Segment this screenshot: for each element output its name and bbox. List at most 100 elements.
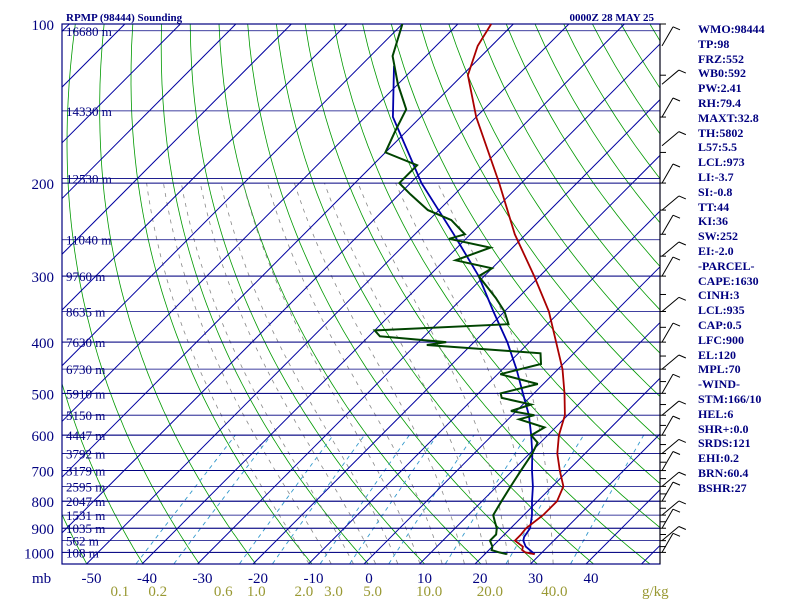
temperature-tick-label: -40 xyxy=(137,571,157,587)
isotherm xyxy=(61,23,459,422)
mixing-ratio-line xyxy=(445,434,528,564)
wind-barb-feather xyxy=(678,296,687,301)
height-label: 1531 m xyxy=(66,508,105,523)
moist-adiabat xyxy=(220,183,399,564)
index-item: L57:5.5 xyxy=(698,140,737,155)
isotherm xyxy=(585,489,661,565)
moist-adiabat xyxy=(180,183,354,564)
mixing-ratio-line xyxy=(319,434,410,564)
index-item: -PARCEL- xyxy=(698,258,755,273)
dry-adiabat xyxy=(505,24,660,268)
dry-adiabat xyxy=(362,24,660,485)
moist-adiabat xyxy=(242,182,421,564)
wind-barb-feather xyxy=(672,415,681,420)
isotherm xyxy=(308,210,661,565)
wind-barb-feather xyxy=(678,354,687,359)
pressure-tick-label: 300 xyxy=(32,270,55,286)
index-item: EL:120 xyxy=(698,347,737,362)
dry-adiabat xyxy=(130,24,313,564)
dry-adiabat xyxy=(448,24,660,354)
mixing-ratio-label: 3.0 xyxy=(324,584,343,600)
index-item: FRZ:552 xyxy=(698,51,744,66)
wind-barb-feather xyxy=(678,131,687,136)
index-item: LFC:900 xyxy=(698,332,744,347)
pressure-tick-label: 1000 xyxy=(24,546,54,562)
index-item: EHI:0.2 xyxy=(698,451,740,466)
wind-barb xyxy=(661,256,674,277)
moist-adiabat xyxy=(324,182,487,564)
temperature-tick-label: -30 xyxy=(193,571,213,587)
wind-barb xyxy=(661,415,674,436)
isotherm xyxy=(419,322,661,565)
mixing-ratio-line xyxy=(349,434,438,564)
pressure-tick-label: 400 xyxy=(32,336,55,352)
isotherm xyxy=(61,23,126,88)
parcel-trace-line xyxy=(391,65,536,555)
dry-adiabat xyxy=(333,24,660,529)
wind-barb-feather xyxy=(678,526,687,530)
index-item: TP:98 xyxy=(698,36,730,51)
temperature-line xyxy=(466,23,566,556)
wind-barb xyxy=(661,500,680,516)
temperature-tick-label: 40 xyxy=(584,571,599,587)
height-label: 6730 m xyxy=(66,362,105,377)
isotherm xyxy=(61,23,181,144)
pressure-tick-label: 200 xyxy=(32,177,55,193)
index-item: CINH:3 xyxy=(698,288,740,303)
temperature-tick-label: -10 xyxy=(304,571,324,587)
dry-adiabat xyxy=(304,24,651,564)
wind-barb-feather xyxy=(678,400,687,405)
isotherm xyxy=(641,545,661,565)
mixing-ratio-label: 40.0 xyxy=(541,584,567,600)
index-item: BSHR:27 xyxy=(698,480,747,495)
wind-barb xyxy=(661,26,674,47)
isotherm xyxy=(530,433,661,565)
wind-barb xyxy=(661,533,674,553)
mixing-ratio-label: 2.0 xyxy=(295,584,314,600)
dry-adiabat xyxy=(189,24,426,564)
height-label: 562 m xyxy=(66,534,99,549)
wind-barb-feather xyxy=(672,322,681,327)
height-label: 5910 m xyxy=(66,386,105,401)
isotherm xyxy=(61,23,70,32)
temperature-tick-label: 20 xyxy=(473,571,488,587)
wind-barb xyxy=(661,481,674,502)
index-item: EI:-2.0 xyxy=(698,243,734,258)
height-label: 5150 m xyxy=(66,408,105,423)
moist-adiabat xyxy=(437,182,554,564)
isotherm xyxy=(474,377,661,565)
dry-adiabat xyxy=(419,24,660,398)
moist-adiabat xyxy=(163,183,332,564)
index-item: WMO:98444 xyxy=(698,22,765,36)
index-item: SHR+:0.0 xyxy=(698,421,749,436)
pressure-tick-label: 100 xyxy=(32,18,55,34)
mixing-ratio-label: 5.0 xyxy=(363,584,382,600)
isotherm xyxy=(61,23,570,534)
wind-barb-feather xyxy=(672,163,681,168)
wind-barb xyxy=(661,439,680,454)
index-item: HEL:6 xyxy=(698,406,734,421)
wind-barb-feather xyxy=(678,471,687,476)
index-item: CAP:0.5 xyxy=(698,317,742,332)
index-item: STM:166/10 xyxy=(698,391,762,406)
temperature-tick-label: -20 xyxy=(248,571,268,587)
wind-barb-feather xyxy=(678,69,687,74)
chart-date: 0000Z 28 MAY 25 xyxy=(570,12,655,24)
height-label: 12530 m xyxy=(66,171,112,186)
wind-barb xyxy=(661,296,680,312)
isotherm xyxy=(141,43,661,565)
isotherm xyxy=(252,155,661,565)
wind-barb xyxy=(661,471,680,487)
height-label: 3792 m xyxy=(66,447,105,462)
moist-adiabat xyxy=(199,183,376,564)
wind-barb xyxy=(661,354,680,370)
height-label: 4447 m xyxy=(66,428,105,443)
wind-barb-feather xyxy=(678,500,687,505)
dewpoint-line xyxy=(372,23,547,556)
wind-barb xyxy=(661,241,680,257)
wind-barb xyxy=(661,374,674,394)
index-item: LI:-3.7 xyxy=(698,169,734,184)
moist-adiabat xyxy=(395,182,532,564)
isotherm xyxy=(61,23,348,311)
